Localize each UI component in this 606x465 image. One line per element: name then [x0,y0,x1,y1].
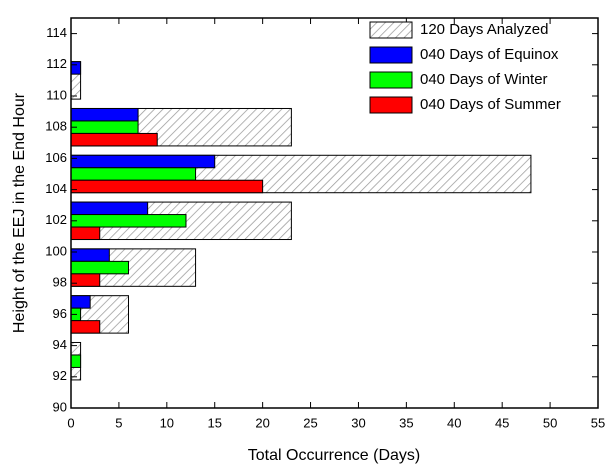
y-tick-label: 90 [53,399,67,414]
x-tick-label: 10 [160,415,174,430]
y-tick-label: 112 [46,56,67,71]
bar [70,179,264,194]
x-axis-title: Total Occurrence (Days) [248,447,421,464]
y-tick-label: 108 [45,119,67,134]
bar [70,260,129,275]
x-tick-label: 45 [495,415,509,430]
bar [70,132,158,147]
bar [70,120,139,134]
legend-swatch [369,96,413,114]
x-tick-label: 40 [447,415,461,430]
x-tick-label: 25 [303,415,317,430]
x-tick-label: 30 [351,415,365,430]
y-tick-label: 96 [53,306,67,321]
y-tick-label: 92 [53,368,67,383]
plot-frame [70,17,599,409]
y-tick-label: 98 [53,275,67,290]
y-tick-label: 94 [53,337,67,352]
bar [70,354,82,368]
legend-label: 120 Days Analyzed [420,21,548,38]
y-tick-label: 110 [46,87,67,102]
bar [70,226,101,241]
x-tick-label: 50 [543,415,557,430]
x-tick-label: 20 [255,415,269,430]
legend-label: 040 Days of Equinox [420,46,559,63]
bar [70,154,216,169]
legend-label: 040 Days of Summer [420,96,561,113]
x-tick-label: 15 [207,415,221,430]
bar [70,107,139,122]
bar [70,61,82,75]
y-tick-label: 102 [45,212,67,227]
legend-swatch [369,71,413,89]
x-tick-label: 5 [115,415,122,430]
y-tick-label: 114 [46,25,67,40]
bar [70,201,149,216]
bar [70,320,101,334]
y-tick-label: 106 [45,150,67,165]
x-tick-label: 35 [399,415,413,430]
x-tick-label: 55 [591,415,605,430]
y-axis-title: Height of the EEJ in the End Hour [11,92,28,333]
bar [70,248,110,262]
y-tick-label: 100 [45,243,67,258]
legend-swatch [369,21,413,39]
legend-label: 040 Days of Winter [420,71,548,88]
bar [70,214,187,228]
bar [70,167,197,181]
x-tick-label: 0 [67,415,74,430]
y-tick-label: 104 [45,181,67,196]
bar [70,273,101,287]
bar [70,295,91,309]
legend-swatch [369,46,413,64]
